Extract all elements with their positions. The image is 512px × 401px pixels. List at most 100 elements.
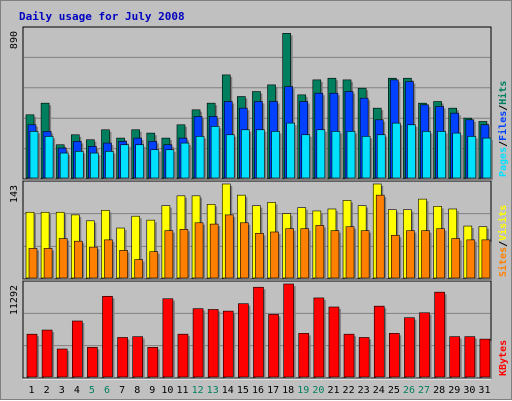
bar-kbytes-day-18: [283, 283, 294, 378]
bar-pages-day-14: [225, 134, 235, 179]
panel-max-label: 890: [9, 31, 20, 49]
chart-title: Daily usage for July 2008: [19, 10, 185, 23]
x-tick-label: 18: [282, 385, 294, 396]
panel-max-label: 143: [9, 185, 20, 203]
bar-pages-day-7: [120, 144, 129, 179]
bar-kbytes-day-29: [449, 336, 461, 378]
x-tick-label: 26: [403, 385, 415, 396]
bar-pages-day-20: [316, 129, 326, 179]
x-tick-label: 30: [463, 385, 475, 396]
x-tick-label: 31: [478, 385, 490, 396]
panel-legend-2: Sites/Visits: [497, 205, 509, 277]
x-tick-label: 22: [343, 385, 355, 396]
bar-sites-day-30: [466, 239, 476, 279]
x-tick-label: 24: [373, 385, 385, 396]
bar-sites-day-18: [285, 228, 294, 279]
bar-pages-day-15: [241, 129, 250, 179]
bar-pages-day-18: [286, 122, 295, 179]
bar-sites-day-7: [119, 250, 128, 279]
bar-kbytes-day-20: [313, 297, 325, 378]
bar-kbytes-day-23: [358, 337, 370, 378]
bar-sites-day-12: [194, 222, 204, 279]
bar-kbytes-day-16: [253, 286, 264, 378]
bar-pages-day-3: [59, 152, 69, 179]
x-tick-label: 11: [176, 385, 188, 396]
bar-sites-day-29: [451, 238, 461, 279]
bar-kbytes-day-14: [222, 310, 234, 378]
bar-sites-day-1: [28, 248, 38, 279]
bar-sites-day-4: [73, 240, 83, 279]
x-tick-label: 21: [327, 385, 339, 396]
panel-max-label: 11292: [9, 285, 20, 315]
bar-kbytes-day-3: [56, 348, 68, 378]
bar-sites-day-11: [179, 229, 189, 279]
bar-kbytes-day-11: [177, 333, 189, 378]
bar-kbytes-day-13: [207, 309, 219, 378]
bar-sites-day-17: [270, 231, 279, 279]
bar-sites-day-24: [375, 194, 385, 279]
bar-kbytes-day-6: [102, 295, 113, 378]
bar-sites-day-26: [406, 230, 415, 279]
legend-separator: /: [498, 105, 509, 111]
bar-sites-day-20: [315, 225, 325, 279]
bar-pages-day-25: [392, 122, 401, 179]
bar-pages-day-21: [331, 131, 341, 179]
bar-kbytes-day-4: [71, 320, 83, 378]
x-tick-label: 17: [267, 385, 279, 396]
x-tick-label: 25: [388, 385, 400, 396]
bar-kbytes-day-5: [87, 347, 98, 378]
x-tick-label: 19: [297, 385, 309, 396]
x-tick-label: 14: [222, 385, 234, 396]
x-tick-label: 29: [448, 385, 460, 396]
bar-sites-day-15: [240, 222, 249, 279]
bar-kbytes-day-19: [298, 333, 310, 378]
bar-sites-day-14: [224, 214, 234, 279]
bar-pages-day-5: [90, 152, 99, 179]
bar-pages-day-9: [150, 149, 160, 179]
x-tick-label: 8: [134, 385, 140, 396]
x-tick-label: 3: [59, 385, 65, 396]
bar-pages-day-31: [482, 137, 492, 179]
x-tick-label: 20: [312, 385, 324, 396]
x-tick-label: 16: [252, 385, 264, 396]
bar-pages-day-4: [74, 151, 84, 179]
bar-pages-day-11: [180, 142, 190, 179]
bar-sites-day-19: [300, 228, 310, 279]
bar-kbytes-day-15: [238, 303, 249, 378]
bar-pages-day-1: [29, 131, 39, 179]
bar-kbytes-day-27: [419, 312, 430, 378]
bar-sites-day-6: [104, 239, 113, 279]
bar-pages-day-2: [44, 136, 54, 179]
bar-sites-day-21: [330, 230, 340, 279]
bar-sites-day-27: [421, 230, 430, 279]
bar-kbytes-day-17: [268, 314, 279, 378]
bar-kbytes-day-22: [343, 333, 355, 378]
bar-kbytes-day-7: [117, 337, 128, 378]
x-tick-label: 9: [149, 385, 155, 396]
bar-sites-day-28: [436, 228, 445, 279]
bar-kbytes-day-30: [464, 336, 476, 378]
bar-sites-day-3: [58, 238, 68, 279]
legend-files: Files: [497, 111, 509, 141]
legend-hits: Hits: [497, 81, 509, 105]
panel-legend-3: KBytes: [498, 340, 509, 376]
bar-sites-day-22: [345, 226, 355, 279]
legend-visits: Visits: [497, 205, 509, 241]
bar-sites-day-16: [255, 233, 264, 279]
bar-pages-day-12: [195, 136, 205, 179]
bar-pages-day-16: [256, 129, 265, 179]
bar-kbytes-day-8: [132, 336, 143, 378]
bar-kbytes-day-9: [147, 347, 159, 378]
x-tick-label: 15: [237, 385, 249, 396]
bar-pages-day-24: [376, 134, 386, 179]
bar-kbytes-day-25: [389, 333, 400, 378]
legend-pages: Pages: [498, 147, 509, 177]
legend-separator: /: [498, 241, 509, 247]
bar-kbytes-day-1: [26, 333, 38, 378]
x-tick-label: 7: [119, 385, 125, 396]
x-tick-label: 10: [161, 385, 173, 396]
bar-pages-day-6: [105, 151, 114, 179]
bar-sites-day-23: [360, 230, 370, 279]
